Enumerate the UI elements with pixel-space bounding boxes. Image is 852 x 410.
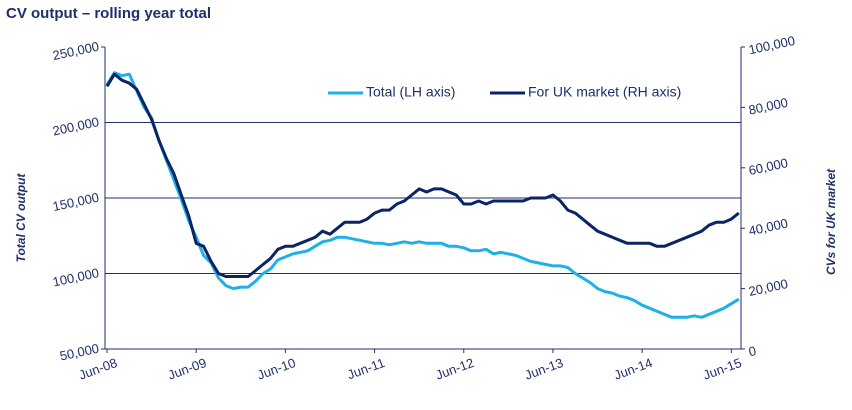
- x-tick-label: Jun-09: [166, 355, 208, 383]
- y2-tick-label: 40,000: [747, 216, 789, 239]
- x-tick-label: Jun-13: [523, 355, 565, 383]
- y-tick-label: 150,000: [51, 190, 100, 214]
- y-tick-label: 100,000: [51, 265, 100, 289]
- y2-tick-label: 60,000: [747, 155, 789, 178]
- chart-title: CV output – rolling year total: [6, 5, 211, 22]
- x-tick-label: Jun-15: [701, 355, 743, 383]
- y2-tick-label: 100,000: [747, 33, 796, 57]
- x-tick-label: Jun-08: [77, 355, 119, 383]
- y2-tick-label: 20,000: [747, 276, 789, 299]
- y2-tick-label: 0: [747, 343, 757, 359]
- x-tick-label: Jun-10: [255, 355, 297, 383]
- y2-axis-title: CVs for UK market: [824, 168, 838, 275]
- y-axis-title: Total CV output: [14, 173, 28, 263]
- y-tick-label: 250,000: [51, 39, 100, 63]
- legend-label: For UK market (RH axis): [528, 84, 681, 100]
- legend-label: Total (LH axis): [366, 84, 455, 100]
- line-series: [105, 72, 740, 278]
- y-tick-label: 50,000: [58, 341, 100, 364]
- x-tick-label: Jun-14: [612, 355, 654, 383]
- y-tick-label: 200,000: [51, 114, 100, 138]
- y2-tick-label: 80,000: [747, 95, 789, 118]
- line-series: [105, 71, 740, 319]
- x-tick-label: Jun-11: [345, 355, 387, 382]
- x-tick-label: Jun-12: [433, 355, 475, 383]
